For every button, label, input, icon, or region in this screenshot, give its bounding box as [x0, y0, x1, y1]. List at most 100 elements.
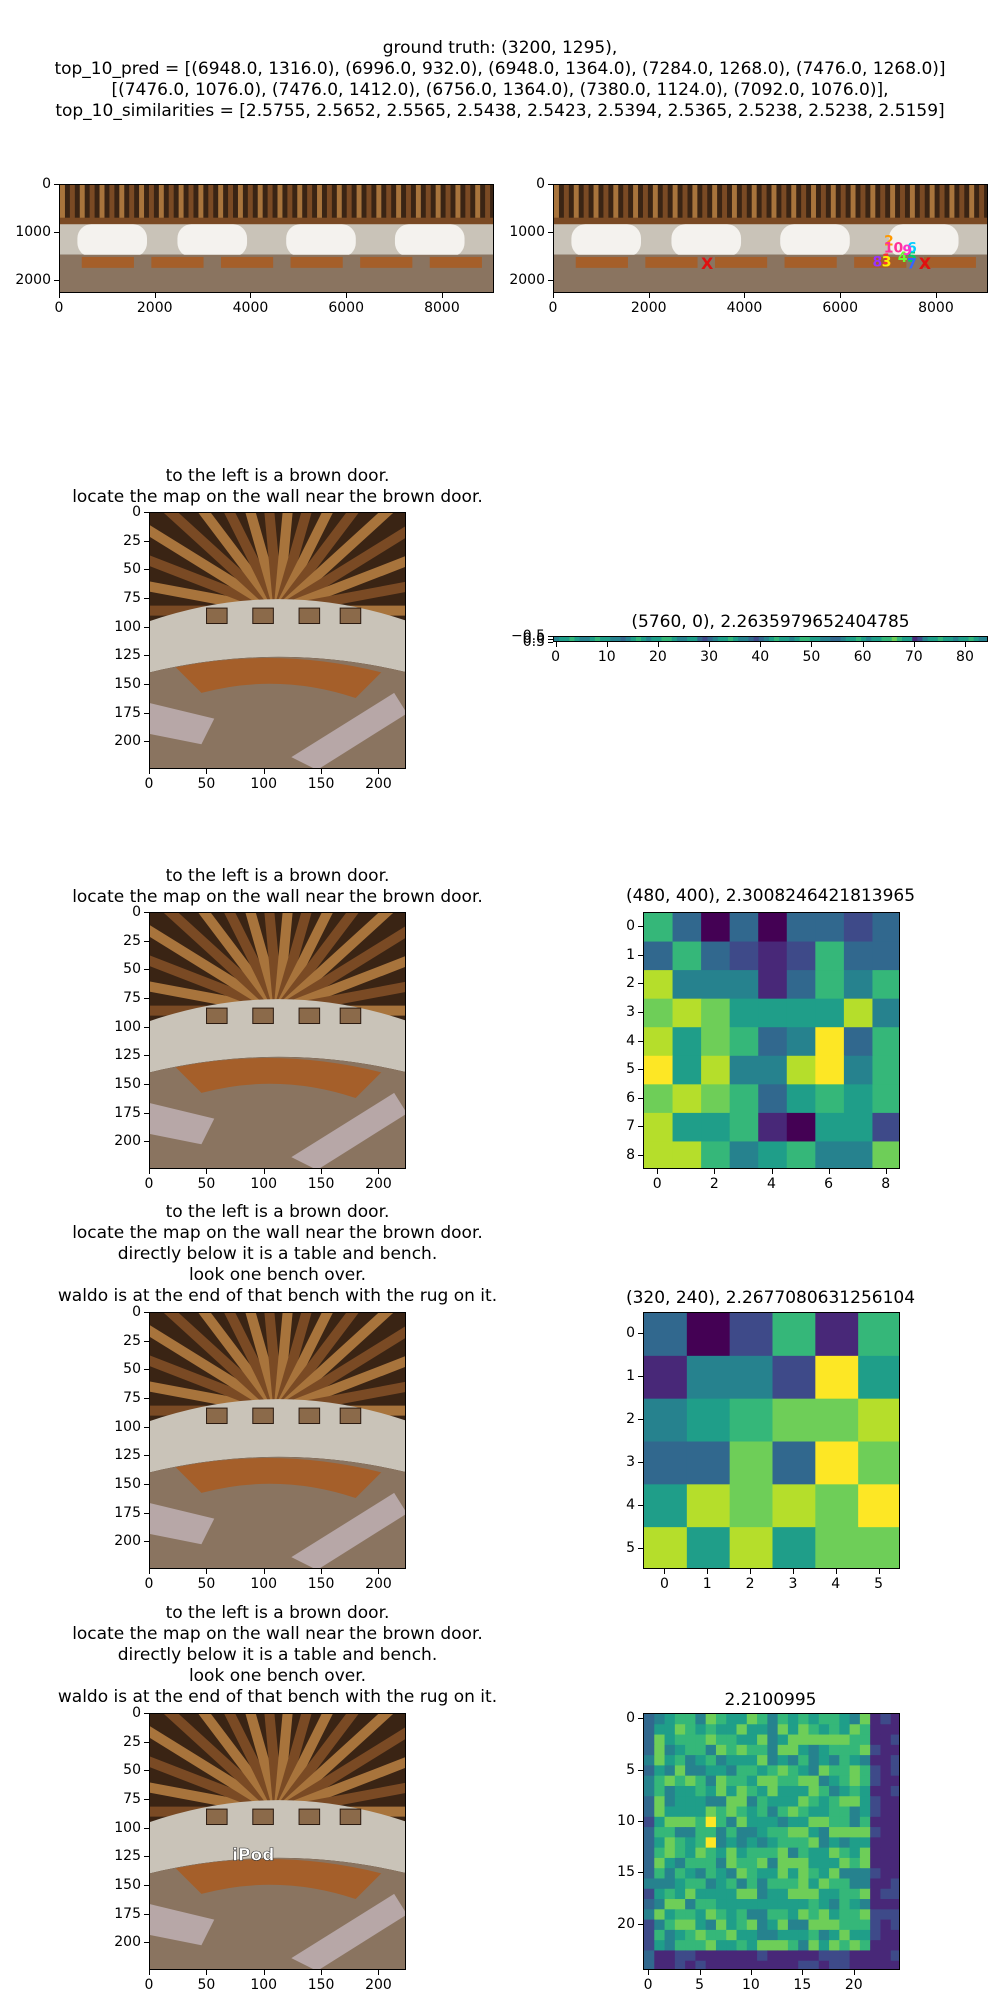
ceiling-beam [297, 185, 303, 221]
ceiling-beam [554, 185, 559, 221]
table [429, 256, 482, 268]
heatmap-cell [664, 1796, 676, 1808]
heatmap-cell [726, 1827, 738, 1838]
heatmap-cell [736, 1919, 748, 1931]
heatmap-cell [715, 1878, 727, 1890]
y-tick-label: 100 [114, 618, 141, 635]
table [645, 256, 698, 268]
y-tick-mark [638, 1069, 643, 1071]
y-tick-mark [144, 1026, 149, 1028]
heatmap-cell [729, 970, 759, 1000]
window [394, 224, 465, 257]
heatmap-cell [880, 1899, 892, 1910]
heatmap-cell [880, 1960, 892, 1969]
heatmap-cell [973, 637, 980, 641]
heatmap-cell [787, 1919, 799, 1931]
x-tick-mark [862, 642, 864, 647]
ceiling-beam [455, 185, 461, 221]
x-tick-label: 6 [824, 1176, 834, 1192]
heatmap-cell [808, 1724, 820, 1736]
heatmap-cell [777, 1796, 789, 1808]
y-tick-mark [144, 1856, 149, 1858]
heatmap-cell [715, 1847, 727, 1859]
heatmap-cell [859, 1960, 871, 1969]
y-tick-mark [144, 712, 149, 714]
heatmap-cell [870, 1765, 881, 1777]
heatmap-cell [644, 1398, 688, 1442]
heatmap-cell [829, 1909, 840, 1921]
heatmap-cell [651, 637, 657, 641]
heatmap-cell [672, 970, 702, 1000]
y-tick-label: 200 [114, 733, 141, 750]
heatmap-cell [736, 1755, 748, 1766]
heatmap-cell [644, 1785, 655, 1797]
x-tick-mark [699, 1970, 701, 1975]
heatmap-cell [777, 1929, 789, 1941]
heatmap-cell [818, 1868, 830, 1879]
heatmap-cell [843, 1027, 873, 1057]
heatmap-cell [736, 1724, 748, 1736]
heatmap-cell [890, 1847, 899, 1859]
heatmap-cell [787, 1796, 799, 1808]
heatmap-cell [672, 1112, 702, 1142]
heatmap-cell [685, 1847, 696, 1859]
heatmap-cell [808, 1868, 820, 1879]
ceiling-beam [880, 185, 886, 221]
panorama-prediction-image: X X 1 2 3 4 567 8 910 [554, 185, 987, 292]
ceiling-beam [573, 185, 579, 221]
heat-2-axes [643, 912, 900, 1169]
heatmap-cell [664, 1868, 676, 1879]
ceiling-beam [150, 925, 282, 1015]
heatmap-cell [641, 637, 647, 641]
heatmap-cell [798, 1724, 809, 1736]
wall-picture [206, 1407, 228, 1425]
heatmap-cell [702, 637, 709, 641]
heatmap-cell [849, 1837, 861, 1849]
heatmap-cell [748, 637, 755, 641]
heatmap-cell [705, 1796, 717, 1808]
heatmap-cell [644, 1837, 655, 1849]
x-tick-label: 0 [144, 776, 154, 792]
heatmap-cell [808, 1899, 820, 1910]
heatmap-cell [787, 1714, 799, 1725]
x-tick-label: 100 [250, 1176, 278, 1192]
heatmap-cell [839, 1765, 851, 1777]
heatmap-cell [870, 1806, 881, 1818]
heatmap-cell [804, 637, 811, 641]
heatmap-cell [818, 1806, 830, 1818]
heatmap-cell [839, 1744, 851, 1756]
heatmap-cell [767, 1837, 779, 1849]
heatmap-cell [835, 637, 842, 641]
x-tick-mark [709, 642, 711, 647]
heatmap-cell [674, 1888, 686, 1900]
heatmap-cell [798, 1960, 809, 1969]
prediction-rank-label: 6 [907, 241, 917, 257]
heatmap-cell [849, 1724, 861, 1736]
heatmap-cell [772, 1355, 816, 1400]
heatmap-cell [859, 1837, 871, 1849]
heatmap-cell [664, 1785, 676, 1797]
heatmap-cell [777, 1857, 789, 1869]
heatmap-cell [849, 1775, 861, 1787]
heatmap-cell [808, 1847, 820, 1859]
heatmap-cell [859, 1919, 871, 1931]
ceiling-beam [224, 1313, 283, 1413]
x-tick-mark [441, 293, 443, 298]
heatmap-cell [701, 1084, 731, 1114]
heatmap-cell [839, 1909, 851, 1921]
x-tick-mark [149, 769, 150, 774]
heatmap-cell [664, 1909, 676, 1921]
heatmap-cell [843, 941, 873, 971]
heatmap-cell [815, 1441, 859, 1485]
heatmap-cell [787, 1950, 799, 1962]
heatmap-cell [890, 1816, 899, 1828]
y-tick-mark [144, 540, 149, 542]
heatmap-cell [644, 1755, 655, 1766]
heatmap-cell [664, 1734, 676, 1746]
heatmap-cell [890, 1785, 899, 1797]
heatmap-cell [654, 1888, 666, 1900]
heatmap-cell [767, 1765, 779, 1777]
heatmap-cell [743, 637, 749, 641]
heatmap-cell [746, 1888, 758, 1900]
x-tick-label: 50 [197, 776, 216, 792]
